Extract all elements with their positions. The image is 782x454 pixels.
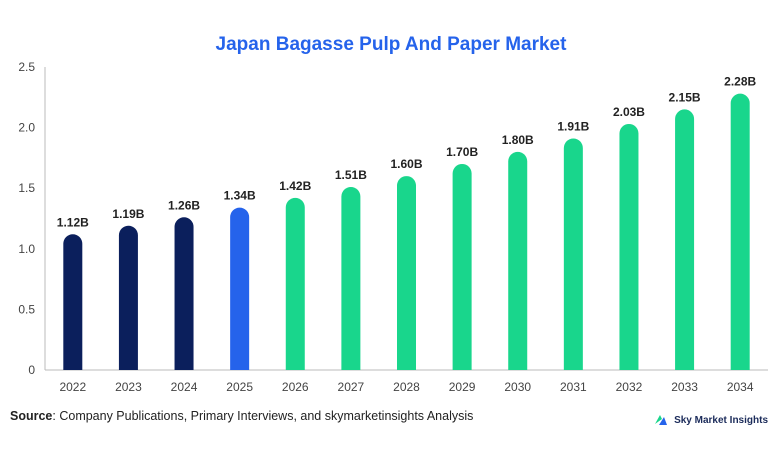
y-tick-label: 2.0 xyxy=(18,121,35,135)
x-tick-label: 2022 xyxy=(59,380,86,394)
data-label: 2.28B xyxy=(724,75,756,89)
x-tick-label: 2033 xyxy=(671,380,698,394)
x-tick-label: 2032 xyxy=(616,380,643,394)
data-label: 1.70B xyxy=(446,145,478,159)
x-tick-label: 2026 xyxy=(282,380,309,394)
bar xyxy=(118,225,138,370)
bar xyxy=(508,151,528,370)
data-label: 1.80B xyxy=(502,133,534,147)
brand-logo: Sky Market Insights xyxy=(653,412,768,428)
x-tick-label: 2034 xyxy=(727,380,754,394)
bar xyxy=(63,234,83,370)
data-label: 1.60B xyxy=(390,157,422,171)
sky-market-insights-logo-icon xyxy=(655,415,668,425)
data-label: 1.26B xyxy=(168,198,200,212)
data-label: 1.19B xyxy=(112,207,144,221)
data-label: 1.12B xyxy=(57,215,89,229)
x-tick-label: 2029 xyxy=(449,380,476,394)
x-tick-label: 2030 xyxy=(504,380,531,394)
bar xyxy=(619,123,639,370)
logo-text: Sky Market Insights xyxy=(674,414,768,426)
y-tick-label: 1.0 xyxy=(18,242,35,256)
y-tick-label: 1.5 xyxy=(18,181,35,195)
x-tick-label: 2027 xyxy=(338,380,365,394)
x-tick-label: 2024 xyxy=(171,380,198,394)
x-tick-label: 2031 xyxy=(560,380,587,394)
bar xyxy=(397,176,416,370)
bar-chart: 0 0.5 1.0 1.5 2.0 2.5 1.12B 2022 1.19B 2023 1.26B 2… xyxy=(18,60,768,394)
bar xyxy=(675,109,695,371)
chart-title: Japan Bagasse Pulp And Paper Market xyxy=(215,34,567,55)
data-label: 1.91B xyxy=(557,120,589,134)
bar xyxy=(230,207,250,370)
x-tick-label: 2028 xyxy=(393,380,420,394)
bar xyxy=(452,163,472,370)
y-tick-label: 0.5 xyxy=(18,302,35,316)
bar xyxy=(341,186,361,370)
x-tick-label: 2023 xyxy=(115,380,142,394)
bar xyxy=(174,217,194,370)
bar xyxy=(730,93,750,370)
data-label: 1.42B xyxy=(279,179,311,193)
bar xyxy=(285,197,305,370)
data-label: 1.34B xyxy=(224,189,256,203)
bar xyxy=(563,138,583,370)
data-label: 1.51B xyxy=(335,168,367,182)
data-label: 2.03B xyxy=(613,105,645,119)
source-note: Source: Company Publications, Primary In… xyxy=(10,409,473,423)
y-tick-label: 2.5 xyxy=(18,60,35,74)
data-label: 2.15B xyxy=(669,90,701,104)
source-label: Source xyxy=(10,409,53,423)
source-text: : Company Publications, Primary Intervie… xyxy=(52,409,474,423)
x-tick-label: 2025 xyxy=(226,380,253,394)
y-tick-label: 0 xyxy=(28,363,35,377)
